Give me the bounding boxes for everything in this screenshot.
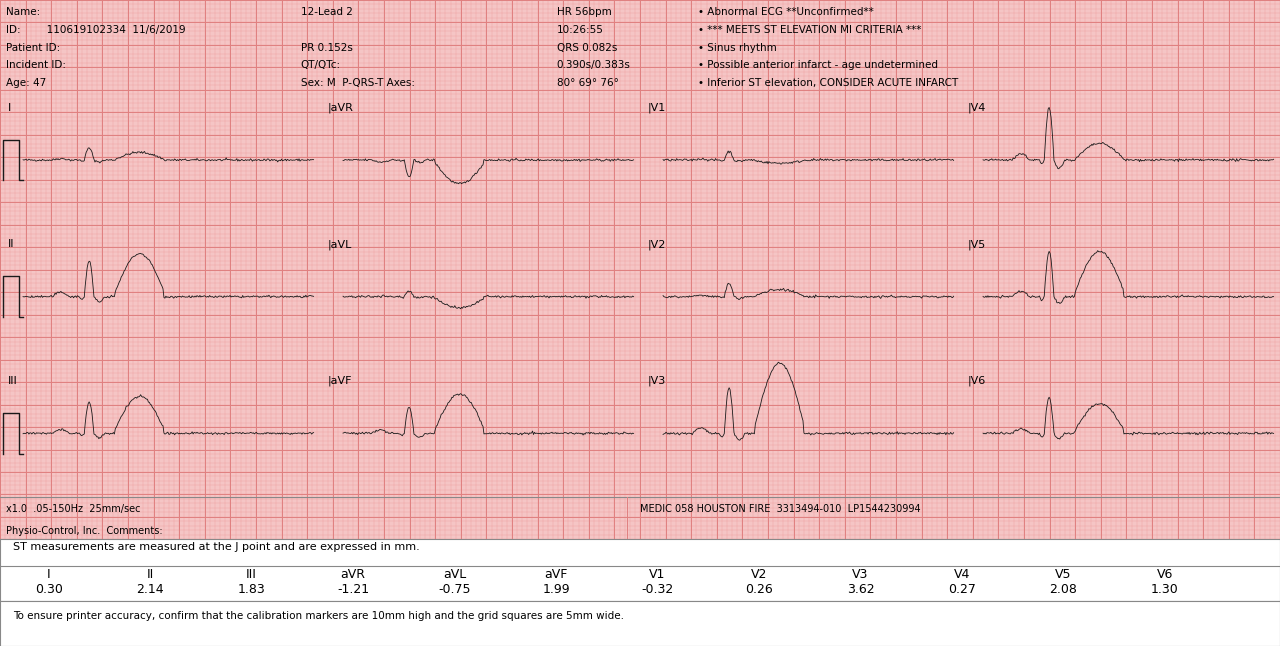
Text: V2: V2 [751,568,767,581]
Text: V1: V1 [649,568,666,581]
Text: -0.75: -0.75 [438,583,471,596]
Text: PR 0.152s: PR 0.152s [301,43,353,52]
Text: 1.99: 1.99 [543,583,570,596]
Text: 12-Lead 2: 12-Lead 2 [301,7,353,17]
Text: QRS 0.082s: QRS 0.082s [557,43,617,52]
Text: II: II [146,568,154,581]
Text: |aVR: |aVR [328,103,353,113]
Text: 2.08: 2.08 [1050,583,1078,596]
Text: III: III [8,376,18,386]
Text: 10:26:55: 10:26:55 [557,25,604,35]
Text: |V5: |V5 [968,239,986,250]
Text: aVL: aVL [443,568,466,581]
Text: |V1: |V1 [648,103,666,113]
Text: MEDIC 058 HOUSTON FIRE  3313494-010  LP1544230994: MEDIC 058 HOUSTON FIRE 3313494-010 LP154… [640,505,920,514]
Text: aVR: aVR [340,568,366,581]
Text: -1.21: -1.21 [337,583,369,596]
Text: ID:        110619102334  11/6/2019: ID: 110619102334 11/6/2019 [6,25,186,35]
Text: III: III [246,568,257,581]
Text: 80° 69° 76°: 80° 69° 76° [557,78,618,89]
Text: Age: 47: Age: 47 [6,78,46,89]
Text: QT/QTc:: QT/QTc: [301,61,340,70]
Text: |aVL: |aVL [328,239,352,250]
Text: • *** MEETS ST ELEVATION MI CRITERIA ***: • *** MEETS ST ELEVATION MI CRITERIA *** [698,25,922,35]
Text: |V6: |V6 [968,376,986,386]
Text: Sex: M  P-QRS-T Axes:: Sex: M P-QRS-T Axes: [301,78,415,89]
Text: 1.83: 1.83 [238,583,265,596]
Text: |V2: |V2 [648,239,666,250]
Text: I: I [47,568,50,581]
Text: aVF: aVF [544,568,567,581]
Text: • Inferior ST elevation, CONSIDER ACUTE INFARCT: • Inferior ST elevation, CONSIDER ACUTE … [698,78,957,89]
Text: Name:: Name: [6,7,41,17]
Text: Physio-Control, Inc.  Comments:: Physio-Control, Inc. Comments: [6,526,163,536]
Text: Patient ID:: Patient ID: [6,43,60,52]
Text: V5: V5 [1055,568,1071,581]
Text: 2.14: 2.14 [136,583,164,596]
Text: HR 56bpm: HR 56bpm [557,7,612,17]
Text: V6: V6 [1157,568,1172,581]
Text: 0.390s/0.383s: 0.390s/0.383s [557,61,631,70]
Text: 1.30: 1.30 [1151,583,1179,596]
Text: 3.62: 3.62 [846,583,874,596]
Text: ST measurements are measured at the J point and are expressed in mm.: ST measurements are measured at the J po… [13,542,420,552]
Text: -0.32: -0.32 [641,583,673,596]
Text: 0.27: 0.27 [948,583,975,596]
Text: II: II [8,239,14,249]
Text: |aVF: |aVF [328,376,352,386]
Text: • Abnormal ECG **Unconfirmed**: • Abnormal ECG **Unconfirmed** [698,7,873,17]
Text: 0.26: 0.26 [745,583,773,596]
Text: |V3: |V3 [648,376,666,386]
Text: To ensure printer accuracy, confirm that the calibration markers are 10mm high a: To ensure printer accuracy, confirm that… [13,610,623,621]
Text: V3: V3 [852,568,869,581]
Text: • Possible anterior infarct - age undetermined: • Possible anterior infarct - age undete… [698,61,937,70]
Text: 0.30: 0.30 [35,583,63,596]
Text: • Sinus rhythm: • Sinus rhythm [698,43,777,52]
Text: I: I [8,103,12,112]
Text: x1.0  .05-150Hz  25mm/sec: x1.0 .05-150Hz 25mm/sec [6,505,141,514]
Text: Incident ID:: Incident ID: [6,61,67,70]
Text: |V4: |V4 [968,103,986,113]
Text: V4: V4 [954,568,970,581]
